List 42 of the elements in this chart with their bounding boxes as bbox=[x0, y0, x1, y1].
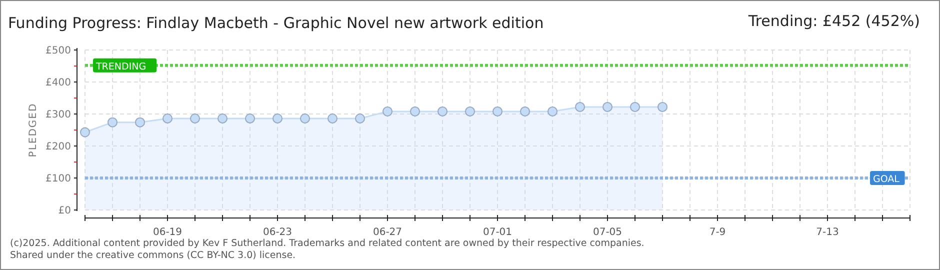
x-tick-label: 06-23 bbox=[262, 227, 292, 238]
ref-line-label: GOAL bbox=[873, 174, 900, 185]
point bbox=[602, 102, 612, 112]
y-tick-label: £200 bbox=[46, 142, 71, 152]
point bbox=[438, 106, 448, 116]
x-tick-label: 7-13 bbox=[816, 227, 839, 238]
point bbox=[658, 102, 668, 112]
ref-line-label: TRENDING bbox=[95, 61, 146, 72]
chart-subtitle: Trending: £452 (452%) bbox=[747, 12, 920, 30]
y-axis-title: PLEDGED bbox=[28, 102, 39, 158]
point bbox=[108, 117, 118, 128]
y-tick-label: £400 bbox=[46, 78, 71, 88]
x-tick-label: 07-05 bbox=[592, 227, 622, 238]
point bbox=[575, 102, 585, 112]
point bbox=[245, 113, 255, 124]
point bbox=[548, 106, 558, 116]
y-tick-label: £0 bbox=[58, 206, 71, 216]
text: Shared under the creative commons (CC BY-NC 3.0) license. bbox=[10, 250, 296, 261]
point bbox=[218, 113, 228, 124]
point bbox=[355, 113, 365, 124]
x-tick-label: 7-9 bbox=[709, 227, 726, 238]
point bbox=[190, 113, 200, 124]
point bbox=[135, 117, 145, 128]
point bbox=[492, 106, 502, 116]
point bbox=[520, 106, 530, 116]
x-tick-label: 06-19 bbox=[152, 227, 182, 238]
point bbox=[465, 106, 475, 116]
y-tick-label: £100 bbox=[46, 174, 71, 184]
point bbox=[328, 113, 338, 124]
text: (c)2025. Additional content provided by Kev F Sutherland. Trademarks and related content are owned by their respective companies. bbox=[10, 238, 644, 249]
x-tick-label: 06-27 bbox=[372, 227, 402, 238]
point bbox=[300, 113, 310, 124]
point bbox=[630, 102, 640, 112]
x-tick-label: 07-01 bbox=[482, 227, 512, 238]
point bbox=[382, 106, 392, 116]
point bbox=[80, 127, 90, 138]
y-tick-label: £500 bbox=[46, 46, 71, 56]
chart-title: Funding Progress: Findlay Macbeth - Graphic Novel new artwork edition bbox=[8, 14, 544, 32]
point bbox=[272, 113, 282, 124]
point bbox=[410, 106, 420, 116]
y-tick-label: £300 bbox=[46, 110, 71, 120]
point bbox=[162, 113, 172, 124]
